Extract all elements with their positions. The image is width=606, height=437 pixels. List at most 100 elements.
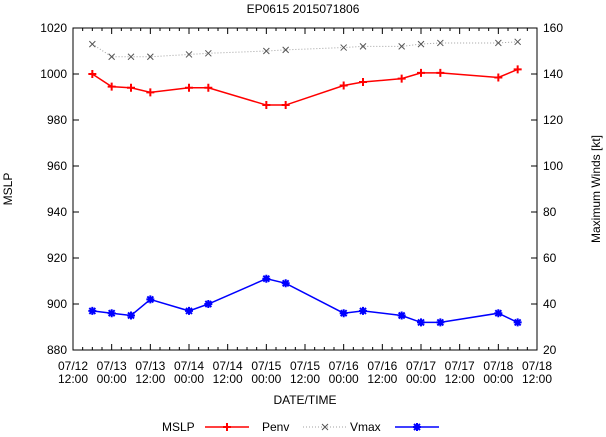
mslp-point xyxy=(88,70,97,78)
y-tick-label: 980 xyxy=(47,113,67,127)
y2-tick-label: 100 xyxy=(543,159,563,173)
penv-point xyxy=(340,44,348,51)
x-tick-label: 07/13 xyxy=(97,359,127,373)
y-tick-label: 1000 xyxy=(40,67,67,81)
y-tick-label: 1020 xyxy=(40,21,67,35)
y-tick-label: 960 xyxy=(47,159,67,173)
x-tick-label: 07/15 xyxy=(251,359,281,373)
vmax-line xyxy=(92,277,518,324)
mslp-point xyxy=(359,78,367,87)
x-tick-label: 07/14 xyxy=(174,359,204,373)
x-tick-label-time: 12:00 xyxy=(135,372,165,386)
x-tick-label: 07/17 xyxy=(406,359,436,373)
vmax-point xyxy=(281,279,290,288)
x-tick-label: 07/16 xyxy=(329,359,359,373)
penv-point xyxy=(204,49,212,57)
vmax-point xyxy=(413,423,421,431)
y2-tick-label: 80 xyxy=(543,205,557,219)
x-tick-label: 07/15 xyxy=(290,359,320,373)
x-tick-label: 07/16 xyxy=(367,359,397,373)
vmax-point xyxy=(107,309,116,318)
mslp-point xyxy=(146,88,155,97)
y2-tick-label: 120 xyxy=(543,113,563,127)
penv-point xyxy=(185,51,193,58)
y-tick-label: 940 xyxy=(47,205,67,219)
vmax-point xyxy=(494,309,503,318)
x-tick-label-time: 00:00 xyxy=(97,372,127,386)
x-tick-label: 07/14 xyxy=(213,359,243,373)
x-tick-label: 07/18 xyxy=(522,359,552,373)
x-tick-label-time: 00:00 xyxy=(251,372,281,386)
penv-point xyxy=(398,43,406,50)
vmax-point xyxy=(88,306,97,315)
mslp-point xyxy=(204,83,213,92)
x-tick-label-time: 00:00 xyxy=(329,372,359,386)
y2-tick-label: 40 xyxy=(543,297,557,311)
penv-point xyxy=(88,40,96,48)
penv-point xyxy=(359,43,367,50)
x-tick-label-time: 12:00 xyxy=(367,372,397,386)
vmax-point xyxy=(185,306,193,315)
mslp-point xyxy=(494,73,503,82)
mslp-point xyxy=(417,68,425,77)
x-tick-label: 07/18 xyxy=(483,359,513,373)
x-tick-label: 07/13 xyxy=(135,359,165,373)
mslp-point xyxy=(513,65,522,74)
mslp-point xyxy=(281,101,290,110)
chart-title: EP0615 2015071806 xyxy=(247,2,360,16)
y2-tick-label: 60 xyxy=(543,251,557,265)
x-tick-label-time: 12:00 xyxy=(290,372,320,386)
legend-label-penv: Penv xyxy=(262,420,289,432)
mslp-point xyxy=(262,101,271,110)
y-axis-label: MSLP xyxy=(1,173,15,206)
x-tick-label-time: 00:00 xyxy=(483,372,513,386)
vmax-point xyxy=(359,306,367,315)
mslp-point xyxy=(397,74,406,83)
y2-tick-label: 160 xyxy=(543,21,563,35)
legend-label-vmax: Vmax xyxy=(350,420,381,432)
penv-line xyxy=(92,41,518,58)
penv-point xyxy=(108,53,116,61)
vmax-point xyxy=(127,311,135,320)
vmax-point xyxy=(339,309,348,318)
vmax-point xyxy=(262,274,271,283)
x-tick-label-time: 12:00 xyxy=(58,372,88,386)
penv-point xyxy=(146,53,154,61)
x-axis-label: DATE/TIME xyxy=(273,393,336,407)
plot-frame xyxy=(72,27,538,351)
mslp-point xyxy=(127,83,135,92)
penv-point xyxy=(417,40,425,48)
y-tick-label: 880 xyxy=(47,343,67,357)
x-tick-label-time: 00:00 xyxy=(174,372,204,386)
x-tick-label-time: 12:00 xyxy=(445,372,475,386)
mslp-line xyxy=(91,68,518,106)
mslp-point xyxy=(223,423,231,431)
mslp-point xyxy=(339,81,348,90)
penv-point xyxy=(436,39,444,47)
x-tick-label-time: 12:00 xyxy=(213,372,243,386)
penv-point xyxy=(282,46,290,54)
vmax-point xyxy=(417,318,425,327)
vmax-point xyxy=(513,318,522,327)
penv-point xyxy=(514,38,522,46)
legend: MSLP Penv Vmax xyxy=(162,420,439,434)
penv-point xyxy=(127,53,135,61)
y2-tick-label: 20 xyxy=(543,343,557,357)
vmax-point xyxy=(436,318,445,327)
y2-tick-label: 140 xyxy=(543,67,563,81)
x-tick-label-time: 12:00 xyxy=(522,372,552,386)
x-tick-label: 07/12 xyxy=(58,359,88,373)
y2-axis-label: Maximum Winds [kt] xyxy=(589,135,603,243)
mslp-point xyxy=(185,83,193,92)
legend-label-mslp: MSLP xyxy=(162,420,195,432)
vmax-point xyxy=(204,300,213,308)
vmax-point xyxy=(397,311,406,320)
penv-point xyxy=(321,423,329,431)
vmax-point xyxy=(146,295,155,304)
penv-point xyxy=(494,39,502,47)
penv-point xyxy=(262,47,270,55)
mslp-point xyxy=(436,68,445,77)
x-tick-label-time: 00:00 xyxy=(406,372,436,386)
y-tick-label: 920 xyxy=(47,251,67,265)
